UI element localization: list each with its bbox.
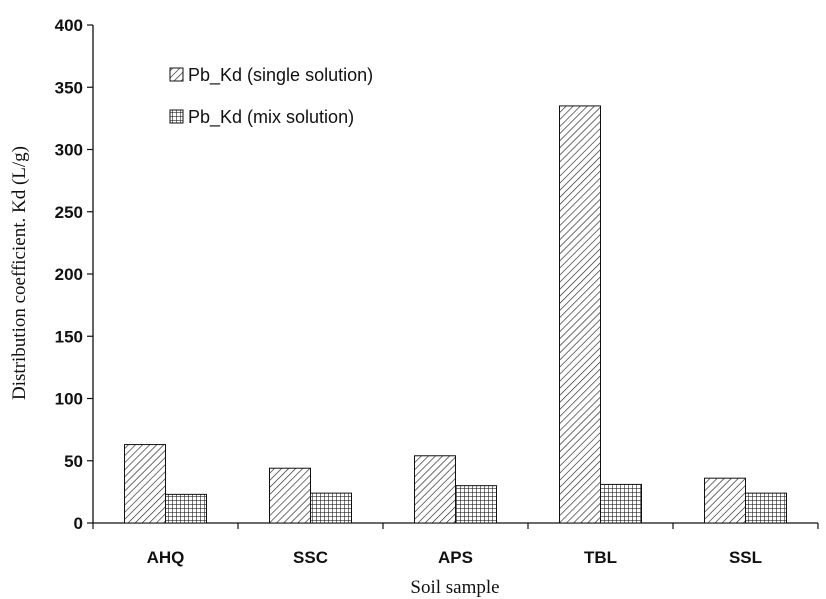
x-tick-label: SSC xyxy=(293,548,328,567)
legend-swatch-mix xyxy=(169,109,184,124)
bar-single-solution xyxy=(269,467,311,524)
x-tick-label: SSL xyxy=(729,548,762,567)
y-tick-label: 400 xyxy=(55,16,83,35)
legend-label-single: Pb_Kd (single solution) xyxy=(188,65,373,86)
x-tick-label: AHQ xyxy=(147,548,185,567)
y-tick-label: 100 xyxy=(55,390,83,409)
bar-single-solution xyxy=(414,455,456,524)
legend-swatch-single xyxy=(169,67,184,82)
legend: Pb_Kd (single solution) Pb_Kd (mix solut… xyxy=(169,65,373,128)
bar-single-solution xyxy=(704,477,746,524)
bar-single-solution xyxy=(124,444,166,524)
y-ticks: 0 50 100 150 200 250 300 350 400 xyxy=(55,16,93,533)
x-ticks: AHQ SSC APS TBL SSL xyxy=(92,523,819,567)
y-axis-title: Distribution coefficient. Kd (L/g) xyxy=(9,146,30,400)
y-tick-label: 50 xyxy=(64,452,83,471)
y-tick-label: 350 xyxy=(55,78,83,97)
y-tick-label: 150 xyxy=(55,327,83,346)
y-tick-label: 300 xyxy=(55,141,83,160)
bars xyxy=(124,105,787,524)
bar-single-solution xyxy=(559,105,601,524)
y-axis: 0 50 100 150 200 250 300 350 400 xyxy=(55,16,94,533)
y-tick-label: 0 xyxy=(74,514,83,533)
bar-mix-solution xyxy=(600,483,642,524)
legend-label-mix: Pb_Kd (mix solution) xyxy=(188,107,354,128)
bar-mix-solution xyxy=(165,493,207,524)
x-tick-label: TBL xyxy=(584,548,617,567)
bar-mix-solution xyxy=(310,492,352,524)
y-tick-label: 200 xyxy=(55,265,83,284)
bar-mix-solution xyxy=(745,492,787,524)
x-axis: AHQ SSC APS TBL SSL xyxy=(92,522,819,567)
x-axis-title: Soil sample xyxy=(410,577,499,598)
y-tick-label: 250 xyxy=(55,203,83,222)
bar-mix-solution xyxy=(455,485,497,524)
legend-item-single: Pb_Kd (single solution) xyxy=(169,65,373,86)
x-tick-label: APS xyxy=(438,548,473,567)
legend-item-mix: Pb_Kd (mix solution) xyxy=(169,107,354,128)
